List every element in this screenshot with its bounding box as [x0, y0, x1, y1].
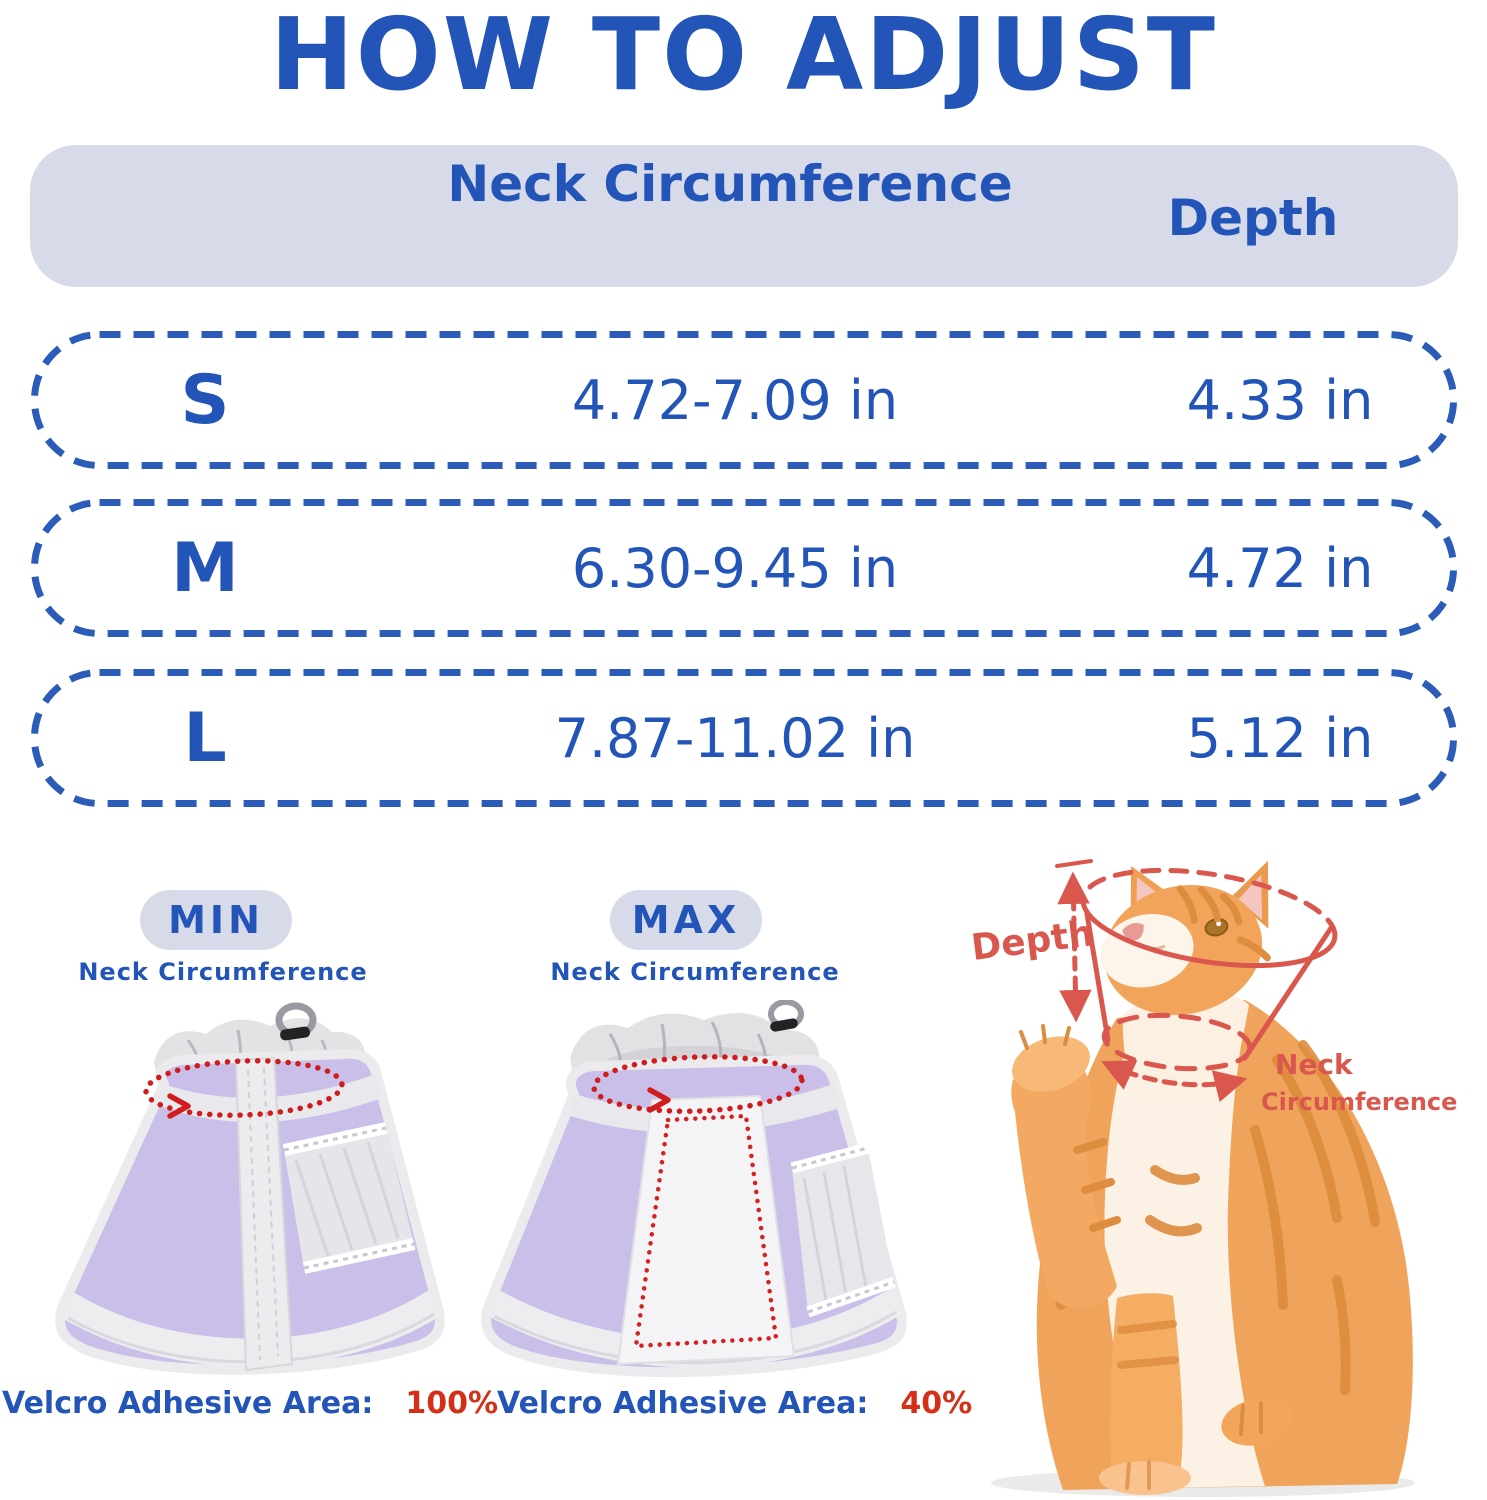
velcro-percent: 100%: [405, 1386, 499, 1421]
size-label: M: [171, 528, 239, 608]
header-neck-circumference: Neck Circumference: [447, 155, 1013, 213]
size-label: L: [183, 698, 227, 778]
min-neck-dotted-circle: [143, 1058, 345, 1119]
velcro-label: Velcro Adhesive Area:: [2, 1386, 374, 1421]
depth-value: 4.72 in: [1186, 536, 1374, 600]
cat-cone-figure: Depth Neck Circumference: [969, 859, 1457, 1497]
size-label: S: [180, 360, 230, 440]
table-row-l: L 7.87-11.02 in 5.12 in: [30, 668, 1458, 808]
neck-value: 4.72-7.09 in: [571, 368, 899, 432]
cone-sketch-overlay: [1055, 859, 1338, 1102]
table-row-m: M 6.30-9.45 in 4.72 in: [30, 498, 1458, 638]
max-caption: Neck Circumference: [550, 958, 840, 986]
table-row-s: S 4.72-7.09 in 4.33 in: [30, 330, 1458, 470]
cat-neck-label-line2: Circumference: [1261, 1088, 1457, 1116]
min-caption: Neck Circumference: [78, 958, 368, 986]
d-ring-icon: [275, 1002, 317, 1041]
neck-value: 6.30-9.45 in: [571, 536, 899, 600]
max-neck-dotted-circle: [591, 1054, 805, 1114]
min-velcro-line: Velcro Adhesive Area: 100%: [2, 1386, 498, 1421]
cat-illustration: [1011, 860, 1413, 1495]
size-table-header: Neck Circumference Depth: [30, 145, 1458, 287]
depth-value: 4.33 in: [1186, 368, 1374, 432]
depth-tick: [1055, 859, 1093, 868]
page-title: HOW TO ADJUST: [270, 0, 1217, 113]
max-velcro-dotted-area: [633, 1113, 779, 1349]
min-cone-illustration: [55, 1002, 445, 1375]
cat-neck-label-line1: Neck: [1275, 1048, 1354, 1081]
max-cone-illustration: [481, 1000, 907, 1378]
max-badge: MAX: [610, 890, 762, 950]
velcro-percent: 40%: [900, 1386, 973, 1421]
neck-arrow: [1101, 1060, 1248, 1102]
velcro-label: Velcro Adhesive Area:: [497, 1386, 869, 1421]
d-ring-icon: [768, 1000, 804, 1032]
header-depth: Depth: [1167, 189, 1339, 247]
depth-arrow: [1057, 871, 1092, 1023]
depth-value: 5.12 in: [1186, 706, 1374, 770]
max-velcro-line: Velcro Adhesive Area: 40%: [497, 1386, 972, 1421]
min-badge: MIN: [140, 890, 292, 950]
neck-value: 7.87-11.02 in: [554, 706, 916, 770]
